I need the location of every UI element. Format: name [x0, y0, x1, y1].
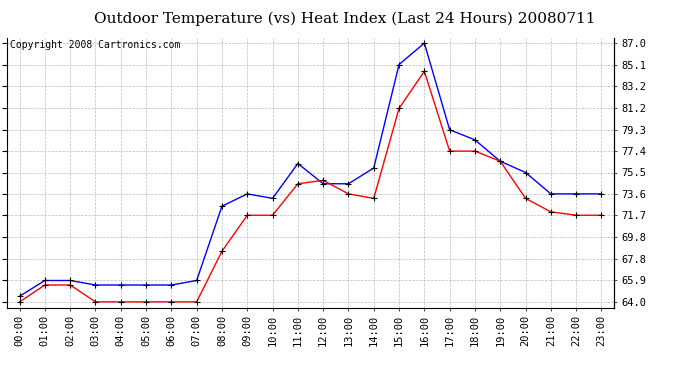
Text: Outdoor Temperature (vs) Heat Index (Last 24 Hours) 20080711: Outdoor Temperature (vs) Heat Index (Las… [95, 11, 595, 26]
Text: Copyright 2008 Cartronics.com: Copyright 2008 Cartronics.com [10, 40, 180, 50]
